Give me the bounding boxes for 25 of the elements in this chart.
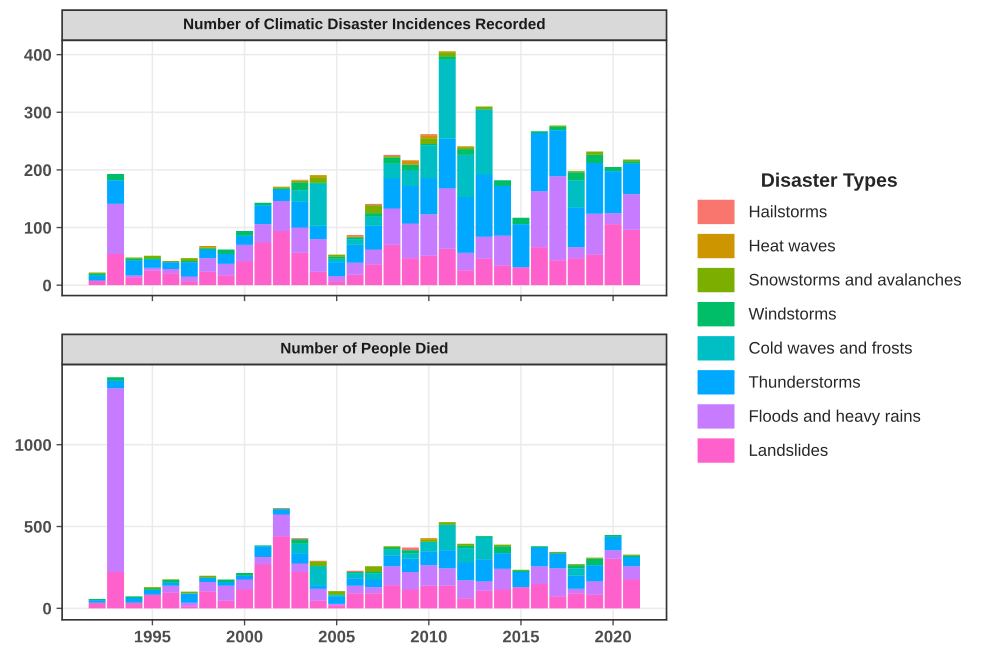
legend-title: Disaster Types	[762, 172, 897, 191]
y-tick-label: 100	[24, 222, 52, 234]
y-tick-label: 400	[24, 49, 52, 61]
chart-title: Number of People Died	[281, 342, 448, 357]
x-tick-label: 1995	[134, 630, 170, 642]
y-tick-label: 0	[43, 602, 52, 615]
y-tick-label: 1000	[16, 439, 52, 451]
x-tick-label: 2005	[318, 630, 355, 642]
legend-label: Floods and heavy rains	[750, 410, 920, 426]
y-tick-label: 500	[24, 520, 52, 533]
legend-label: Hailstorms	[750, 205, 827, 218]
y-tick-label: 0	[43, 280, 52, 292]
x-tick-label: 2000	[226, 630, 262, 642]
legend-label: Windstorms	[748, 307, 836, 320]
legend-label: Snowstorms and avalanches	[749, 273, 962, 286]
legend-label: Heat waves	[750, 240, 836, 252]
y-tick-label: 200	[24, 164, 52, 176]
x-tick-label: 2010	[410, 630, 447, 642]
legend-label: Cold waves and frosts	[749, 341, 912, 354]
legend-label: Thunderstorms	[748, 376, 860, 388]
legend-label: Landslides	[750, 444, 828, 456]
x-tick-label: 2015	[503, 630, 540, 642]
chart-title: Number of Climatic Disaster Incidences Recorded	[184, 18, 545, 30]
x-tick-label: 2020	[595, 630, 631, 642]
y-tick-label: 300	[24, 106, 52, 119]
